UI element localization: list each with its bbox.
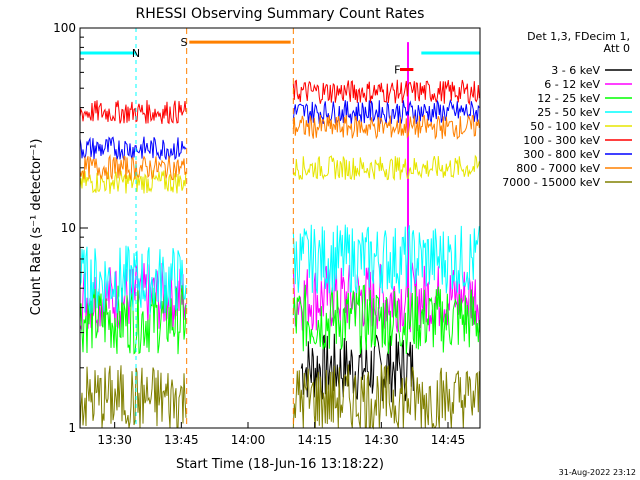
x-tick-label: 14:15 [297,433,332,447]
series-25-50-kev [79,224,480,315]
footer-timestamp: 31-Aug-2022 23:12 [559,468,636,477]
y-tick-label: 10 [61,221,76,235]
series-trace [292,262,480,333]
series-trace [292,79,480,106]
legend-header: Att 0 [604,42,630,55]
y-tick-label: 100 [53,21,76,35]
series-50-100-kev [79,154,480,194]
series-3-6-kev [300,333,414,403]
x-tick-label: 14:45 [431,433,466,447]
x-tick-label: 14:30 [364,433,399,447]
legend-entry: 7000 - 15000 keV [502,176,600,189]
series-trace [292,114,480,140]
y-axis-label: Count Rate (s⁻¹ detector⁻¹) [29,139,44,316]
x-tick-label: 13:45 [164,433,199,447]
series-trace [292,284,480,355]
plot-area: N S F 13:30 13:45 14:00 14:15 14:30 14:45 1 10 100 [53,21,481,447]
series-100-300-kev [79,79,480,125]
x-tick-label: 13:30 [97,433,132,447]
legend-entry: 50 - 100 keV [530,120,600,133]
series-trace [79,170,187,194]
series-trace [292,154,480,182]
series-7000-15000-kev [79,364,480,430]
series-trace [79,154,187,181]
legend-entry: 300 - 800 keV [523,148,600,161]
x-tick-label: 14:00 [231,433,266,447]
series-trace [300,333,414,403]
annotation-s: S [181,36,188,49]
series-trace [292,364,480,430]
legend-entry: 3 - 6 keV [551,64,600,77]
series-trace [79,245,187,315]
legend-entry: 800 - 7000 keV [516,162,600,175]
series-trace [79,100,187,125]
legend-entry: 100 - 300 keV [523,134,600,147]
series-800-7000-kev [79,114,480,181]
chart-title: RHESSI Observing Summary Count Rates [136,6,425,22]
annotation-n: N [132,47,140,60]
series-trace [292,224,480,294]
annotation-f: F [394,64,400,77]
x-axis-label: Start Time (18-Jun-16 13:18:22) [176,457,384,472]
legend-header: Det 1,3, FDecim 1, [527,30,630,43]
y-tick-label: 1 [68,421,76,435]
legend-entry: 25 - 50 keV [537,106,600,119]
legend-entry: 12 - 25 keV [537,92,600,105]
series-trace [79,365,187,429]
legend-entry: 6 - 12 keV [544,78,600,91]
series-trace [79,136,187,161]
